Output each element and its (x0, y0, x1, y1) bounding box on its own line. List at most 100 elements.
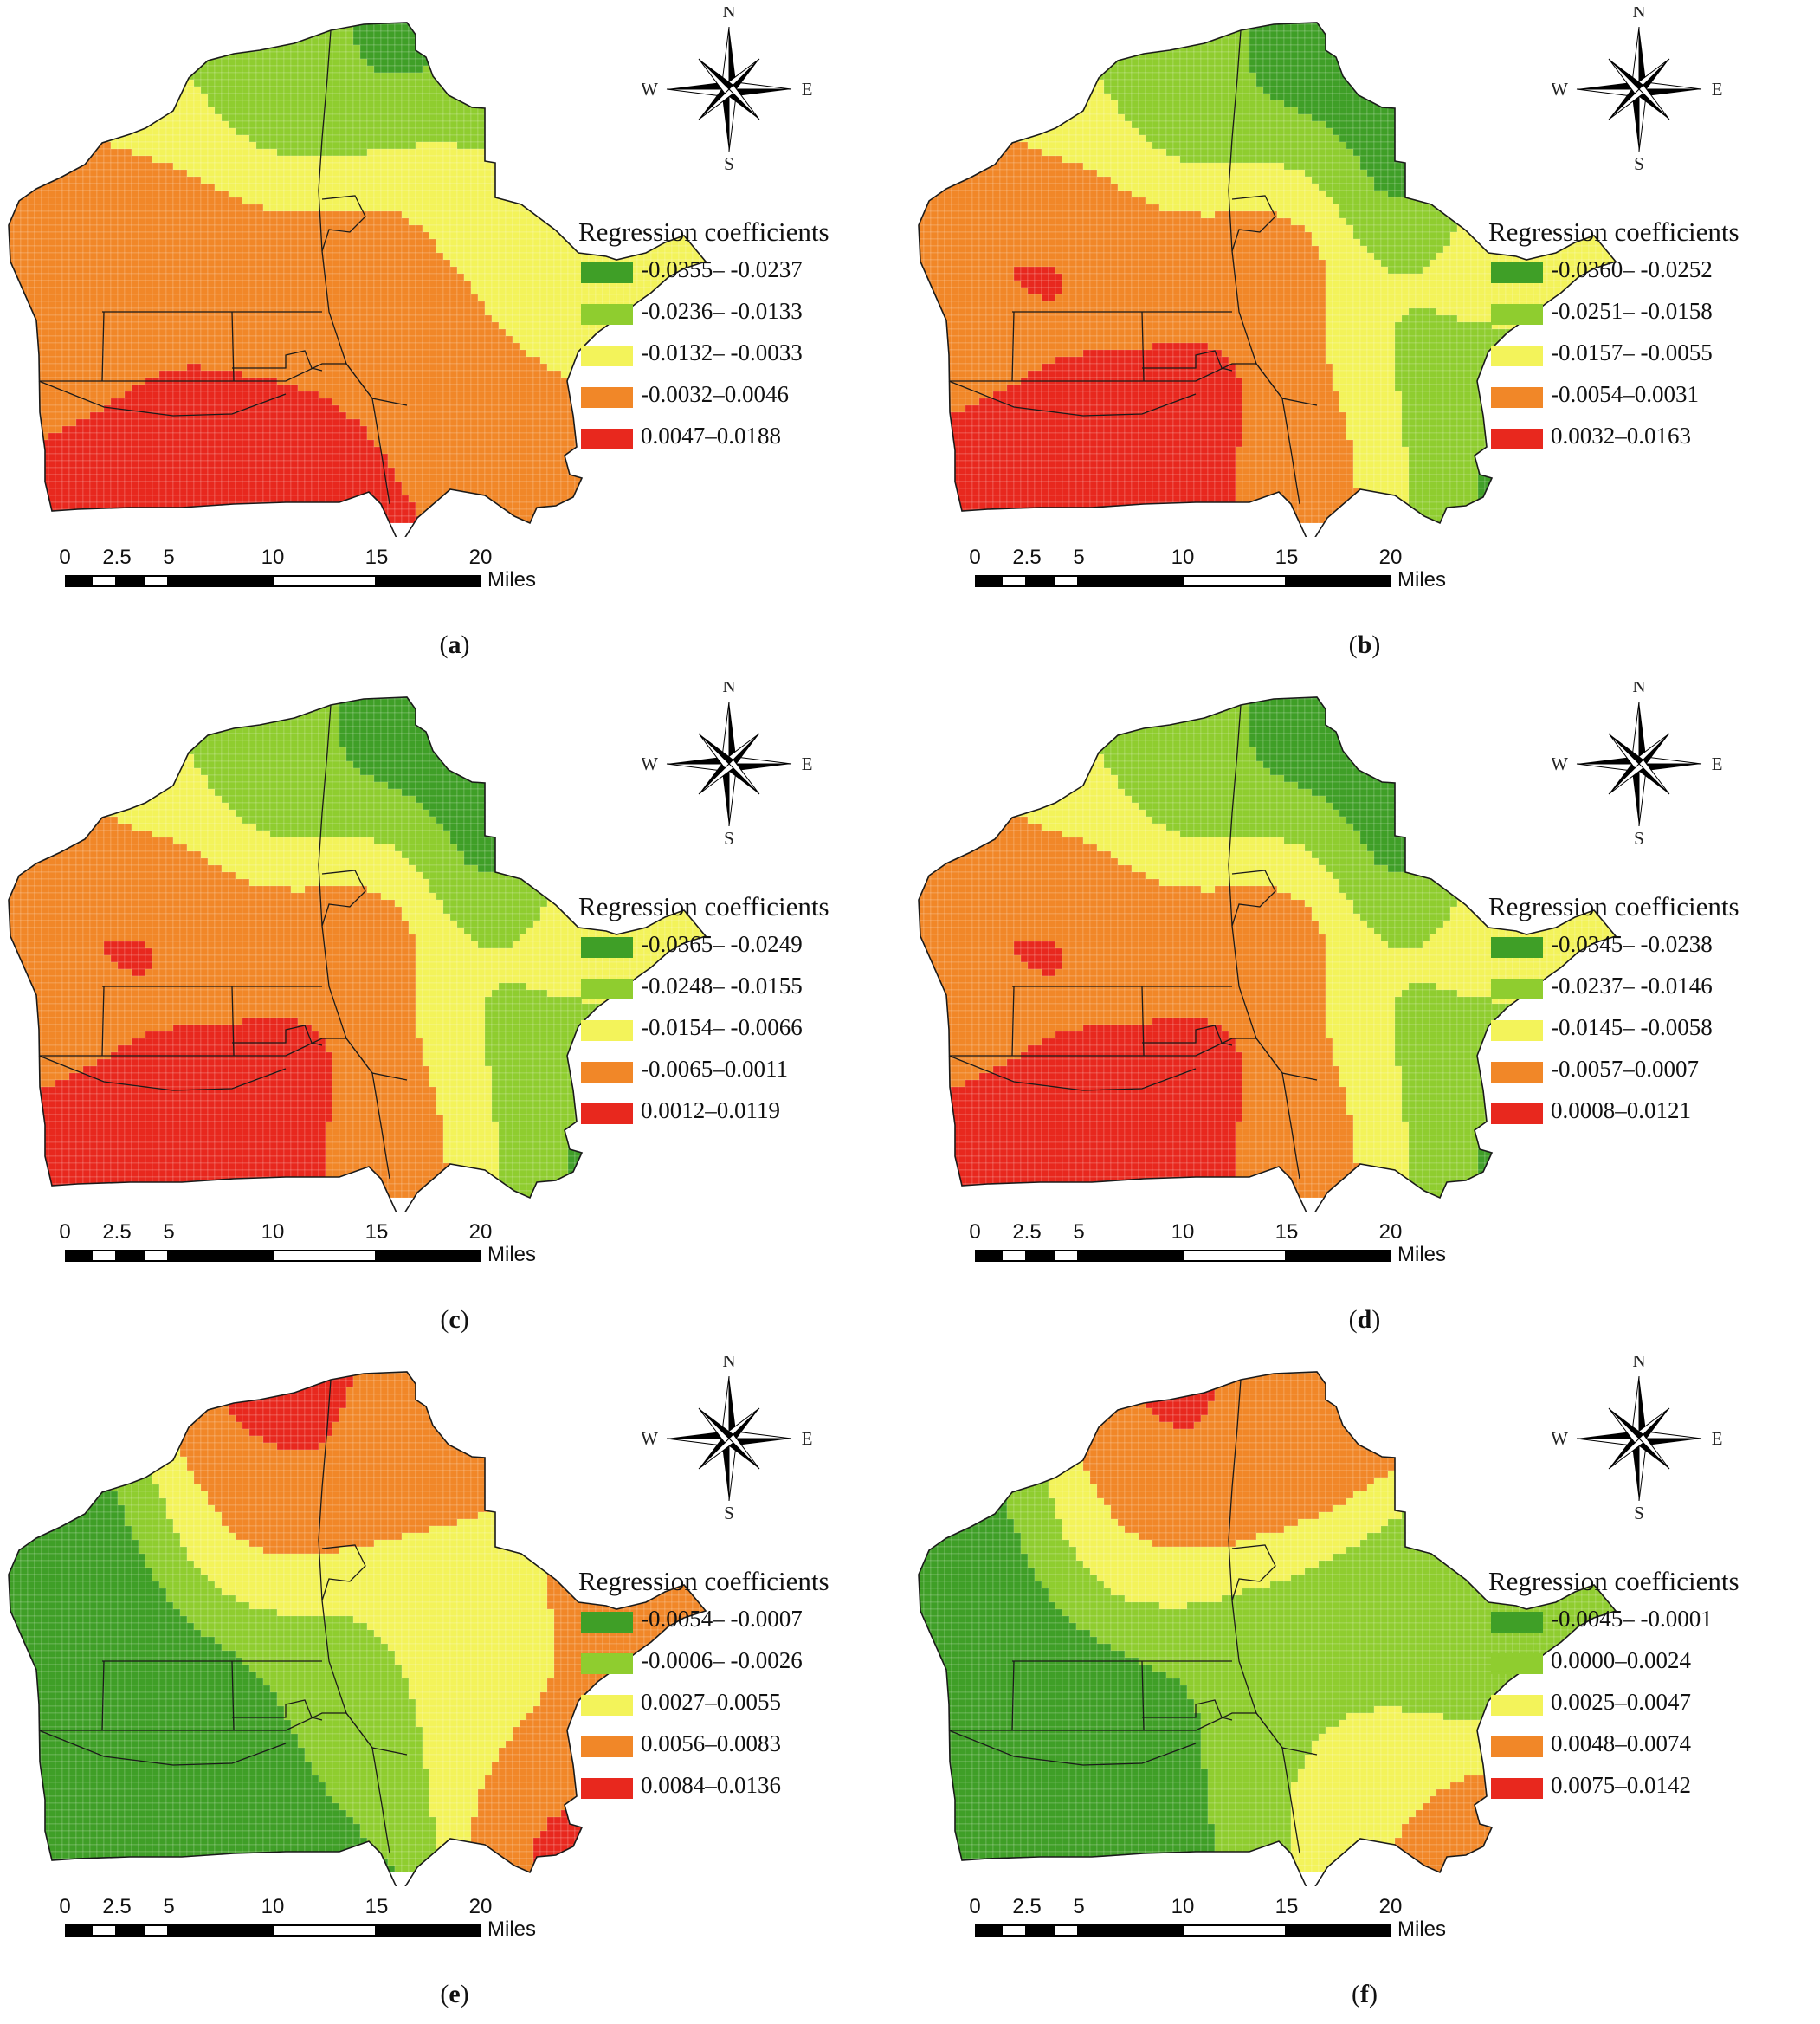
grid-cell (394, 72, 403, 81)
grid-cell (235, 495, 243, 503)
grid-cell (325, 474, 333, 482)
grid-cell (48, 474, 56, 482)
grid-cell (9, 238, 15, 247)
grid-cell (276, 287, 285, 295)
grid-cell (179, 391, 188, 399)
grid-cell (172, 127, 181, 136)
grid-cell (311, 51, 319, 60)
grid-cell (436, 287, 444, 295)
grid-cell (463, 224, 472, 233)
grid-cell (242, 238, 250, 247)
grid-cell (186, 425, 195, 434)
grid-cell (339, 210, 347, 219)
grid-cell (339, 120, 347, 129)
grid-cell (283, 100, 292, 108)
grid-cell (179, 314, 188, 323)
grid-cell (387, 356, 396, 365)
grid-cell (152, 495, 160, 503)
grid-cell (394, 259, 403, 268)
grid-cell (560, 425, 569, 434)
grid-cell (27, 245, 35, 254)
grid-cell (352, 51, 361, 60)
grid-cell (470, 370, 479, 378)
grid-cell (491, 467, 500, 475)
grid-cell (68, 349, 77, 358)
grid-cell (311, 294, 319, 302)
grid-cell (332, 162, 340, 171)
grid-cell (588, 287, 597, 295)
grid-cell (519, 460, 527, 469)
grid-cell (539, 280, 548, 288)
grid-cell (248, 481, 257, 489)
grid-cell (498, 294, 507, 302)
grid-cell (415, 370, 423, 378)
grid-cell (380, 72, 389, 81)
grid-cell (283, 51, 292, 60)
grid-cell (415, 335, 423, 344)
grid-cell (345, 453, 354, 462)
grid-cell (207, 79, 216, 87)
grid-cell (255, 183, 264, 191)
grid-cell (415, 266, 423, 275)
grid-cell (339, 100, 347, 108)
grid-cell (221, 155, 229, 164)
grid-cell (145, 224, 153, 233)
grid-cell (61, 467, 70, 475)
grid-cell (186, 321, 195, 330)
grid-cell (387, 238, 396, 247)
grid-cell (228, 238, 236, 247)
grid-cell (82, 481, 91, 489)
grid-cell (179, 467, 188, 475)
grid-cell (96, 190, 105, 198)
grid-cell (276, 183, 285, 191)
grid-cell (325, 453, 333, 462)
grid-cell (269, 342, 278, 351)
grid-cell (304, 86, 313, 94)
grid-cell (207, 363, 216, 372)
grid-cell (311, 86, 319, 94)
grid-cell (110, 162, 119, 171)
grid-cell (422, 93, 430, 101)
grid-cell (539, 446, 548, 455)
grid-cell (145, 280, 153, 288)
grid-cell (131, 190, 139, 198)
grid-cell (235, 65, 243, 74)
grid-cell (519, 342, 527, 351)
grid-cell (332, 30, 340, 39)
grid-cell (55, 356, 63, 365)
grid-cell (221, 259, 229, 268)
grid-cell (505, 467, 513, 475)
grid-cell (1276, 30, 1285, 39)
grid-cell (145, 446, 153, 455)
grid-cell (145, 301, 153, 309)
grid-cell (269, 127, 278, 136)
grid-cell (415, 321, 423, 330)
grid-cell (339, 453, 347, 462)
grid-cell (401, 217, 410, 226)
grid-cell (449, 134, 458, 143)
grid-cell (498, 453, 507, 462)
grid-cell (41, 384, 49, 392)
grid-cell (262, 266, 271, 275)
grid-cell (436, 93, 444, 101)
grid-cell (546, 481, 555, 489)
grid-cell (20, 273, 29, 281)
grid-cell (165, 141, 174, 150)
grid-cell (228, 190, 236, 198)
grid-cell (449, 467, 458, 475)
grid-cell (152, 273, 160, 281)
grid-cell (179, 224, 188, 233)
grid-cell (359, 328, 368, 337)
grid-cell (442, 197, 451, 205)
grid-cell (359, 169, 368, 178)
grid-cell (124, 363, 132, 372)
grid-cell (235, 301, 243, 309)
grid-cell (48, 204, 56, 212)
grid-cell (269, 197, 278, 205)
grid-cell (352, 273, 361, 281)
grid-cell (138, 418, 146, 427)
grid-cell (103, 398, 112, 406)
grid-cell (1117, 51, 1126, 60)
grid-cell (283, 411, 292, 420)
grid-cell (193, 231, 202, 240)
